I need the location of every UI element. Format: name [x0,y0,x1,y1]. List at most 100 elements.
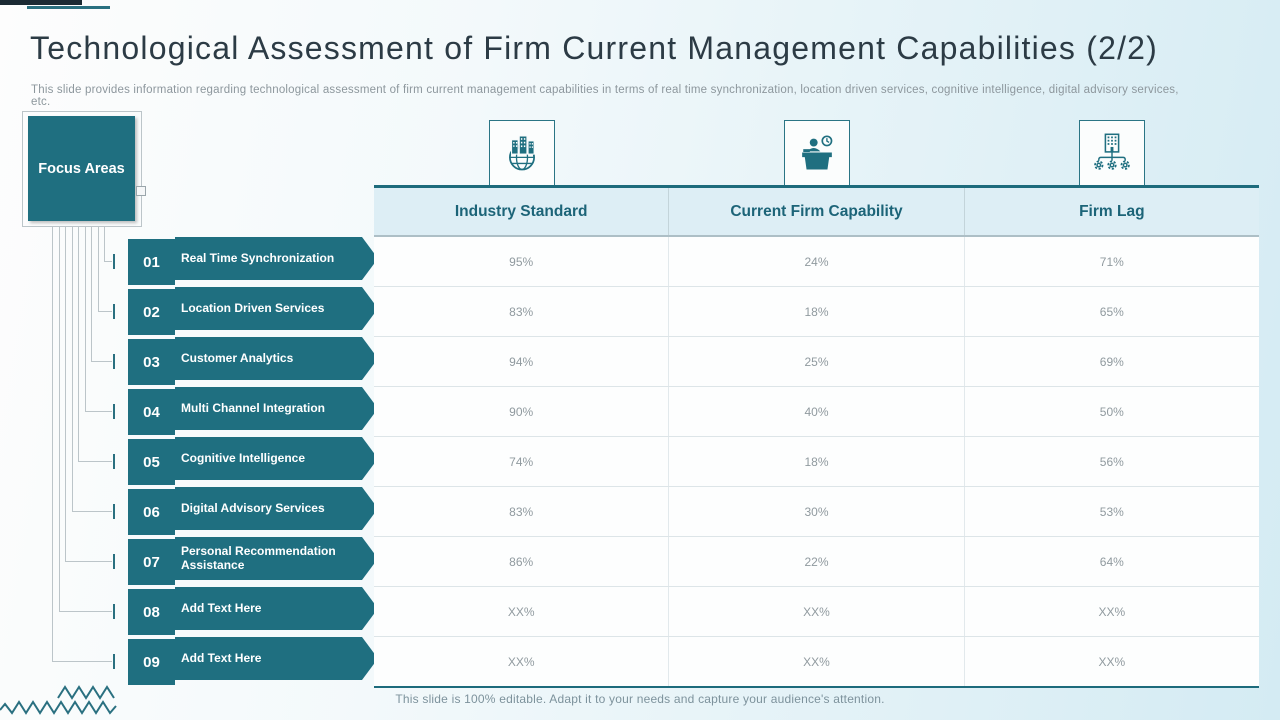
footer-note: This slide is 100% editable. Adapt it to… [395,692,885,706]
connector-line [91,227,92,361]
table-row: 83% 18% 65% [374,287,1259,337]
focus-areas-label: Focus Areas [38,160,125,177]
selection-handle[interactable] [136,186,146,196]
table-row: XX% XX% XX% [374,587,1259,637]
column-header-firm-lag: Firm Lag [1079,202,1145,220]
focus-item-number: 04 [128,389,175,435]
building-network-icon [1094,133,1130,170]
table-row: 74% 18% 56% [374,437,1259,487]
focus-item-05[interactable]: 05 Cognitive Intelligence [128,437,378,485]
connector-tick [113,354,115,369]
focus-item-label: Customer Analytics [175,337,378,380]
focus-item-label: Personal Recommendation Assistance [175,537,378,580]
table-cell: XX% [374,587,670,636]
table-row: 90% 40% 50% [374,387,1259,437]
table-cell: 18% [669,437,965,486]
current-firm-capability-icon-box[interactable] [784,120,850,186]
table-row: 83% 30% 53% [374,487,1259,537]
focus-areas-box[interactable]: Focus Areas [28,116,135,221]
globe-buildings-icon [509,135,535,171]
table-cell: XX% [1098,654,1126,669]
focus-item-number: 03 [128,339,175,385]
focus-item-01[interactable]: 01 Real Time Synchronization [128,237,378,285]
table-cell: 90% [374,387,670,436]
person-desk-clock-icon [802,135,833,170]
table-cell: 95% [374,237,670,286]
table-cell: 30% [669,487,965,536]
table-cell: 74% [374,437,670,486]
table-cell: XX% [374,637,670,686]
connector-line [78,227,79,461]
table-row: 94% 25% 69% [374,337,1259,387]
focus-item-label: Multi Channel Integration [175,387,378,430]
focus-item-label: Cognitive Intelligence [175,437,378,480]
connector-tick [113,504,115,519]
table-cell: 24% [669,237,965,286]
zigzag-decoration [0,685,117,715]
table-row: XX% XX% XX% [374,637,1259,686]
connector-line [58,611,112,612]
table-cell: 22% [669,537,965,586]
table-cell: 83% [374,287,670,336]
focus-item-label: Location Driven Services [175,287,378,330]
focus-item-02[interactable]: 02 Location Driven Services [128,287,378,335]
column-header-industry-standard: Industry Standard [374,188,670,235]
connector-line [71,227,73,511]
connector-line [91,361,112,362]
focus-item-08[interactable]: 08 Add Text Here [128,587,378,635]
page-title: Technological Assessment of Firm Current… [30,30,1159,66]
focus-item-number: 07 [128,539,175,585]
table-cell: XX% [1098,604,1126,619]
table-cell: 69% [1099,354,1124,369]
connector-line [65,227,66,561]
table-cell: XX% [669,587,965,636]
connector-tick [113,404,115,419]
connector-tick [113,654,115,669]
focus-areas-selection-frame [22,111,142,227]
firm-lag-icon-box[interactable] [1079,120,1145,186]
connector-line [58,227,60,611]
table-cell: 53% [1099,504,1124,519]
capability-table[interactable]: Industry Standard Current Firm Capabilit… [374,185,1259,688]
connector-tick [113,254,115,269]
focus-item-number: 05 [128,439,175,485]
industry-standard-icon-box[interactable] [489,120,555,186]
focus-item-label: Add Text Here [175,637,378,680]
table-row: 95% 24% 71% [374,237,1259,287]
connector-line [104,227,105,261]
table-cell: XX% [669,637,965,686]
column-header-current-firm-capability: Current Firm Capability [669,188,965,235]
focus-item-09[interactable]: 09 Add Text Here [128,637,378,685]
connector-line [97,227,99,311]
focus-item-number: 06 [128,489,175,535]
table-cell: 64% [1099,554,1124,569]
table-row: 86% 22% 64% [374,537,1259,587]
focus-item-number: 08 [128,589,175,635]
connector-tick [113,304,115,319]
table-cell: 18% [669,287,965,336]
table-cell: 65% [1099,304,1124,319]
connector-line [52,227,53,661]
table-cell: 71% [1099,254,1124,269]
focus-item-06[interactable]: 06 Digital Advisory Services [128,487,378,535]
connector-line [84,411,112,412]
corner-bar-teal [27,6,110,9]
focus-item-04[interactable]: 04 Multi Channel Integration [128,387,378,435]
connector-line [78,461,112,462]
focus-item-label: Add Text Here [175,587,378,630]
focus-item-number: 02 [128,289,175,335]
focus-item-03[interactable]: 03 Customer Analytics [128,337,378,385]
table-cell: 56% [1099,454,1124,469]
focus-item-label: Real Time Synchronization [175,237,378,280]
focus-item-number: 01 [128,239,175,285]
connector-tick [113,454,115,469]
connector-line [65,561,112,562]
connector-line [71,511,112,512]
connector-line [84,227,86,411]
focus-item-07[interactable]: 07 Personal Recommendation Assistance [128,537,378,585]
corner-bar-navy [0,0,82,5]
connector-line [104,261,112,262]
slide-subtitle: This slide provides information regardin… [31,84,1179,108]
connector-tick [113,604,115,619]
